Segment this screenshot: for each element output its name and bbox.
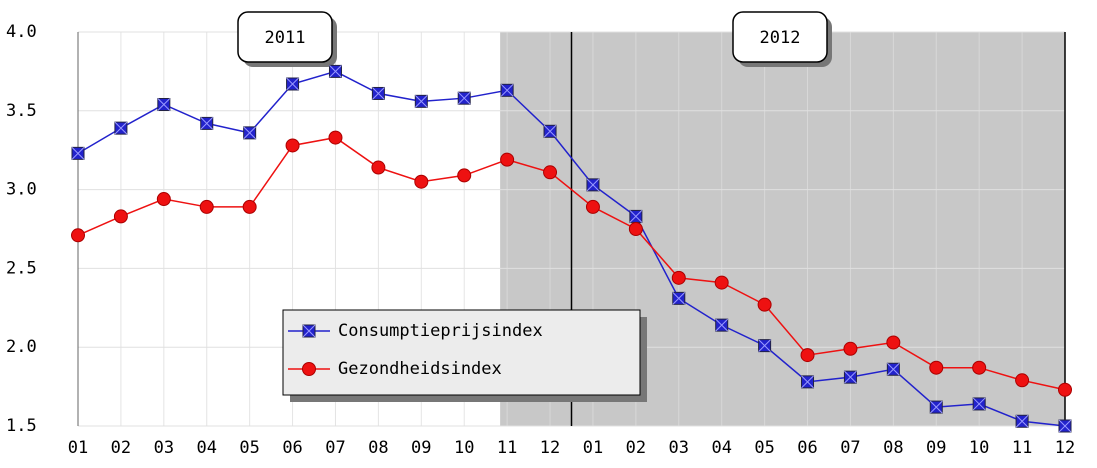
x-tick-label: 08	[368, 438, 388, 458]
x-tick-label: 03	[154, 438, 174, 458]
marker	[800, 348, 815, 363]
marker-cross	[114, 121, 128, 135]
marker-cross	[71, 146, 85, 160]
marker	[543, 165, 558, 180]
marker-cross	[886, 362, 900, 376]
y-tick-label: 2.0	[6, 337, 37, 357]
year-label: 2011	[265, 28, 306, 48]
y-tick-label: 3.5	[6, 101, 37, 121]
x-tick-label: 02	[626, 438, 646, 458]
marker	[628, 222, 643, 236]
marker-cross	[801, 375, 814, 389]
marker-cross	[629, 210, 643, 223]
marker	[113, 209, 128, 224]
marker	[1015, 373, 1030, 388]
marker	[929, 360, 944, 375]
marker	[328, 130, 343, 145]
marker	[972, 360, 987, 375]
marker-cross	[329, 65, 342, 78]
marker-cross	[929, 400, 943, 414]
x-tick-label: 02	[111, 438, 131, 458]
marker	[156, 192, 171, 207]
marker-cross	[586, 178, 600, 192]
x-tick-label: 01	[583, 438, 603, 458]
y-tick-label: 4.0	[6, 22, 37, 42]
year-box	[732, 11, 828, 63]
marker-cross	[372, 87, 385, 100]
series-line	[77, 70, 1066, 427]
marker	[414, 174, 429, 189]
x-tick-label: 12	[1055, 438, 1075, 458]
y-tick-label: 2.5	[6, 258, 37, 278]
marker	[500, 152, 515, 167]
marker	[843, 341, 858, 356]
marker	[71, 228, 85, 243]
x-tick-label: 05	[239, 438, 259, 458]
x-tick-label: 11	[497, 438, 517, 458]
marker	[714, 275, 729, 290]
marker	[285, 138, 300, 153]
marker	[199, 199, 214, 214]
marker	[242, 199, 257, 214]
x-tick-label: 09	[411, 438, 431, 458]
year-box	[237, 11, 333, 63]
marker-cross	[200, 117, 214, 130]
legend-label: Gezondheidsindex	[338, 359, 502, 379]
marker-cross	[500, 83, 514, 97]
marker-cross	[243, 126, 257, 140]
marker-cross	[1058, 419, 1072, 433]
marker-cross	[758, 339, 771, 352]
x-tick-label: 07	[325, 438, 345, 458]
y-tick-label: 3.0	[6, 180, 37, 200]
series-line	[77, 136, 1066, 391]
x-tick-label: 07	[840, 438, 860, 458]
marker-cross	[302, 324, 316, 338]
x-tick-label: 05	[754, 438, 774, 458]
marker-cross	[715, 318, 729, 332]
marker	[302, 362, 316, 376]
marker-cross	[844, 370, 857, 384]
marker-cross	[286, 77, 299, 91]
marker-cross	[414, 94, 428, 108]
x-tick-label: 04	[711, 438, 731, 458]
x-tick-label: 12	[540, 438, 560, 458]
marker	[757, 297, 772, 312]
legend-label: Consumptieprijsindex	[338, 321, 543, 341]
year-label: 2012	[760, 28, 801, 48]
x-tick-label: 10	[454, 438, 474, 458]
marker	[457, 168, 472, 183]
marker-cross	[157, 98, 171, 111]
x-tick-label: 08	[883, 438, 903, 458]
x-tick-label: 09	[926, 438, 946, 458]
marker	[671, 270, 686, 285]
x-tick-label: 03	[669, 438, 689, 458]
marker-cross	[972, 397, 986, 411]
marker-cross	[543, 124, 557, 138]
marker-cross	[672, 291, 686, 305]
x-tick-label: 04	[196, 438, 216, 458]
marker	[886, 335, 901, 350]
x-tick-label: 11	[1012, 438, 1032, 458]
x-tick-label: 01	[68, 438, 88, 458]
marker	[1058, 382, 1072, 397]
marker	[585, 199, 600, 214]
marker	[371, 160, 386, 175]
marker-cross	[1015, 414, 1029, 428]
x-tick-label: 10	[969, 438, 989, 458]
x-tick-label: 06	[282, 438, 302, 458]
legend	[282, 309, 641, 396]
marker-cross	[457, 91, 471, 105]
x-tick-label: 06	[797, 438, 817, 458]
y-tick-label: 1.5	[6, 416, 37, 436]
